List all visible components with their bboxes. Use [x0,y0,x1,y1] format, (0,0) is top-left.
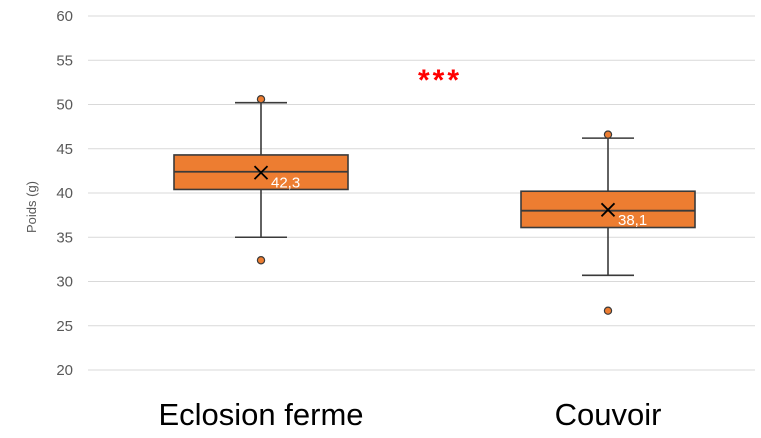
category-labels: Eclosion ferme Couvoir [158,397,661,432]
y-tick-label: 25 [56,318,73,335]
y-tick-label: 40 [56,185,73,202]
y-tick-label: 30 [56,274,73,291]
outlier-point [256,256,266,265]
category-label: Eclosion ferme [158,397,363,432]
outlier-point [256,94,266,104]
outlier-point [603,306,613,315]
y-tick-labels: 20 25 30 35 40 45 50 55 60 [56,8,73,379]
y-tick-label: 60 [56,8,73,25]
y-tick-label: 55 [56,52,73,69]
y-tick-label: 45 [56,141,73,158]
category-label: Couvoir [555,397,662,432]
box-group: 38,1 [520,130,696,315]
box-series: 42,3 38,1 [173,94,696,315]
mean-label: 42,3 [271,175,300,192]
y-tick-label: 35 [56,229,73,246]
y-tick-label: 20 [56,362,73,379]
mean-marker [253,165,269,180]
y-tick-label: 50 [56,97,73,114]
outlier-point [603,130,613,139]
box-group: 42,3 [173,94,349,265]
mean-marker [600,202,616,217]
mean-label: 38,1 [618,212,647,229]
y-axis-title: Poids (g) [24,181,39,233]
significance-annotation: *** [418,64,462,97]
gridlines [88,15,755,371]
